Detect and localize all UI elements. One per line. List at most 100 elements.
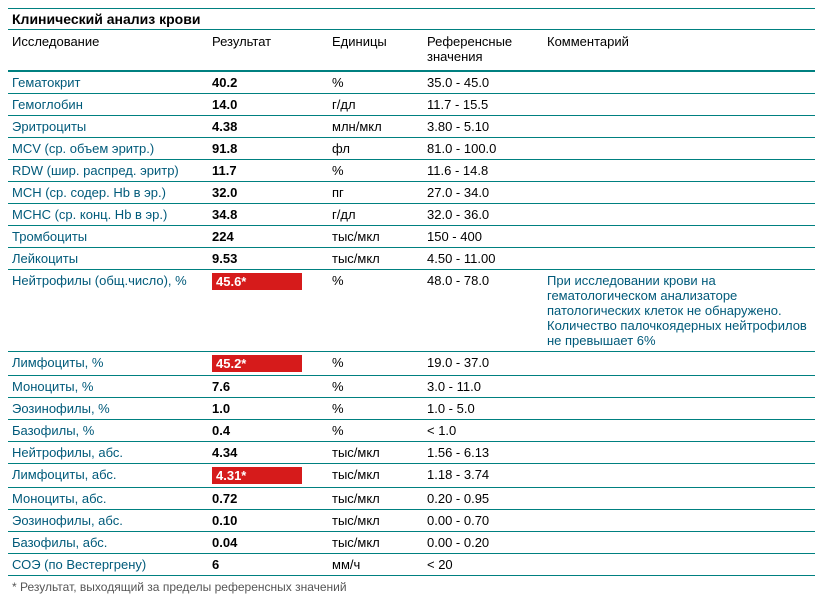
- cell-reference: 1.0 - 5.0: [423, 398, 543, 420]
- cell-result: 32.0: [208, 182, 328, 204]
- cell-result: 4.31*: [208, 464, 328, 488]
- cell-comment: [543, 138, 815, 160]
- table-row: MCH (ср. содер. Hb в эр.)32.0пг27.0 - 34…: [8, 182, 815, 204]
- footnote: * Результат, выходящий за пределы рефере…: [8, 576, 815, 598]
- cell-name: MCV (ср. объем эритр.): [8, 138, 208, 160]
- cell-reference: 19.0 - 37.0: [423, 352, 543, 376]
- table-row: Гематокрит40.2%35.0 - 45.0: [8, 71, 815, 94]
- cell-result: 6: [208, 554, 328, 576]
- col-header-reference: Референсные значения: [423, 30, 543, 72]
- cell-name: Лейкоциты: [8, 248, 208, 270]
- cell-units: тыс/мкл: [328, 442, 423, 464]
- cell-result: 1.0: [208, 398, 328, 420]
- table-row: Нейтрофилы, абс.4.34тыс/мкл1.56 - 6.13: [8, 442, 815, 464]
- cell-result: 4.34: [208, 442, 328, 464]
- cell-name: Эозинофилы, абс.: [8, 510, 208, 532]
- result-flag: 45.2*: [212, 355, 302, 372]
- cell-units: г/дл: [328, 204, 423, 226]
- cell-units: тыс/мкл: [328, 532, 423, 554]
- col-header-name: Исследование: [8, 30, 208, 72]
- table-row: Тромбоциты224тыс/мкл150 - 400: [8, 226, 815, 248]
- col-header-comment: Комментарий: [543, 30, 815, 72]
- cell-name: СОЭ (по Вестергрену): [8, 554, 208, 576]
- cell-units: %: [328, 376, 423, 398]
- table-row: MCV (ср. объем эритр.)91.8фл81.0 - 100.0: [8, 138, 815, 160]
- cell-name: Лимфоциты, абс.: [8, 464, 208, 488]
- cell-reference: 1.18 - 3.74: [423, 464, 543, 488]
- cell-comment: [543, 510, 815, 532]
- cell-reference: 0.00 - 0.70: [423, 510, 543, 532]
- cell-name: Эритроциты: [8, 116, 208, 138]
- cell-comment: [543, 352, 815, 376]
- cell-reference: 35.0 - 45.0: [423, 71, 543, 94]
- cell-units: тыс/мкл: [328, 248, 423, 270]
- cell-result: 4.38: [208, 116, 328, 138]
- table-row: Лимфоциты, %45.2*%19.0 - 37.0: [8, 352, 815, 376]
- table-row: СОЭ (по Вестергрену)6мм/ч< 20: [8, 554, 815, 576]
- cell-result: 14.0: [208, 94, 328, 116]
- cell-comment: [543, 71, 815, 94]
- table-row: Базофилы, абс.0.04тыс/мкл0.00 - 0.20: [8, 532, 815, 554]
- table-row: Базофилы, %0.4%< 1.0: [8, 420, 815, 442]
- cell-comment: [543, 420, 815, 442]
- cell-comment: [543, 182, 815, 204]
- table-header-row: Исследование Результат Единицы Референсн…: [8, 30, 815, 72]
- cell-name: RDW (шир. распред. эритр): [8, 160, 208, 182]
- cell-reference: 150 - 400: [423, 226, 543, 248]
- cell-reference: 11.6 - 14.8: [423, 160, 543, 182]
- cell-comment: [543, 464, 815, 488]
- cell-comment: [543, 116, 815, 138]
- cell-units: %: [328, 160, 423, 182]
- cell-comment: [543, 376, 815, 398]
- cell-result: 0.04: [208, 532, 328, 554]
- cell-result: 0.72: [208, 488, 328, 510]
- cell-name: Гемоглобин: [8, 94, 208, 116]
- result-flag: 4.31*: [212, 467, 302, 484]
- table-row: MCHC (ср. конц. Hb в эр.)34.8г/дл32.0 - …: [8, 204, 815, 226]
- cell-reference: 32.0 - 36.0: [423, 204, 543, 226]
- cell-units: %: [328, 420, 423, 442]
- cell-result: 40.2: [208, 71, 328, 94]
- cell-reference: 3.0 - 11.0: [423, 376, 543, 398]
- cell-units: г/дл: [328, 94, 423, 116]
- cell-reference: 81.0 - 100.0: [423, 138, 543, 160]
- cell-comment: [543, 554, 815, 576]
- cell-comment: [543, 94, 815, 116]
- cell-comment: [543, 398, 815, 420]
- cell-result: 9.53: [208, 248, 328, 270]
- cell-units: тыс/мкл: [328, 226, 423, 248]
- cell-result: 7.6: [208, 376, 328, 398]
- cell-units: %: [328, 352, 423, 376]
- cell-comment: [543, 248, 815, 270]
- cell-name: MCHC (ср. конц. Hb в эр.): [8, 204, 208, 226]
- cell-reference: < 20: [423, 554, 543, 576]
- cell-units: тыс/мкл: [328, 488, 423, 510]
- cell-name: Нейтрофилы (общ.число), %: [8, 270, 208, 352]
- results-table: Исследование Результат Единицы Референсн…: [8, 29, 815, 576]
- cell-name: Эозинофилы, %: [8, 398, 208, 420]
- table-row: Моноциты, %7.6%3.0 - 11.0: [8, 376, 815, 398]
- cell-result: 45.2*: [208, 352, 328, 376]
- cell-reference: 48.0 - 78.0: [423, 270, 543, 352]
- cell-units: %: [328, 398, 423, 420]
- cell-name: Моноциты, %: [8, 376, 208, 398]
- table-row: Моноциты, абс.0.72тыс/мкл0.20 - 0.95: [8, 488, 815, 510]
- cell-comment: [543, 442, 815, 464]
- cell-units: %: [328, 71, 423, 94]
- table-row: Эритроциты4.38млн/мкл3.80 - 5.10: [8, 116, 815, 138]
- cell-name: Лимфоциты, %: [8, 352, 208, 376]
- cell-result: 0.4: [208, 420, 328, 442]
- cell-reference: 0.00 - 0.20: [423, 532, 543, 554]
- cell-name: Тромбоциты: [8, 226, 208, 248]
- cell-comment: [543, 488, 815, 510]
- cell-units: тыс/мкл: [328, 464, 423, 488]
- cell-name: Гематокрит: [8, 71, 208, 94]
- cell-name: MCH (ср. содер. Hb в эр.): [8, 182, 208, 204]
- cell-units: тыс/мкл: [328, 510, 423, 532]
- cell-reference: < 1.0: [423, 420, 543, 442]
- cell-comment: [543, 204, 815, 226]
- cell-reference: 27.0 - 34.0: [423, 182, 543, 204]
- col-header-units: Единицы: [328, 30, 423, 72]
- cell-name: Нейтрофилы, абс.: [8, 442, 208, 464]
- cell-comment: При исследовании крови на гематологическ…: [543, 270, 815, 352]
